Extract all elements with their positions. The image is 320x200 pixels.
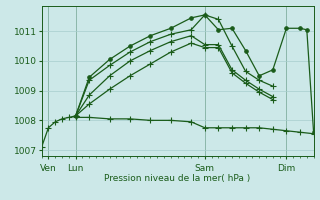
X-axis label: Pression niveau de la mer( hPa ): Pression niveau de la mer( hPa ): [104, 174, 251, 183]
